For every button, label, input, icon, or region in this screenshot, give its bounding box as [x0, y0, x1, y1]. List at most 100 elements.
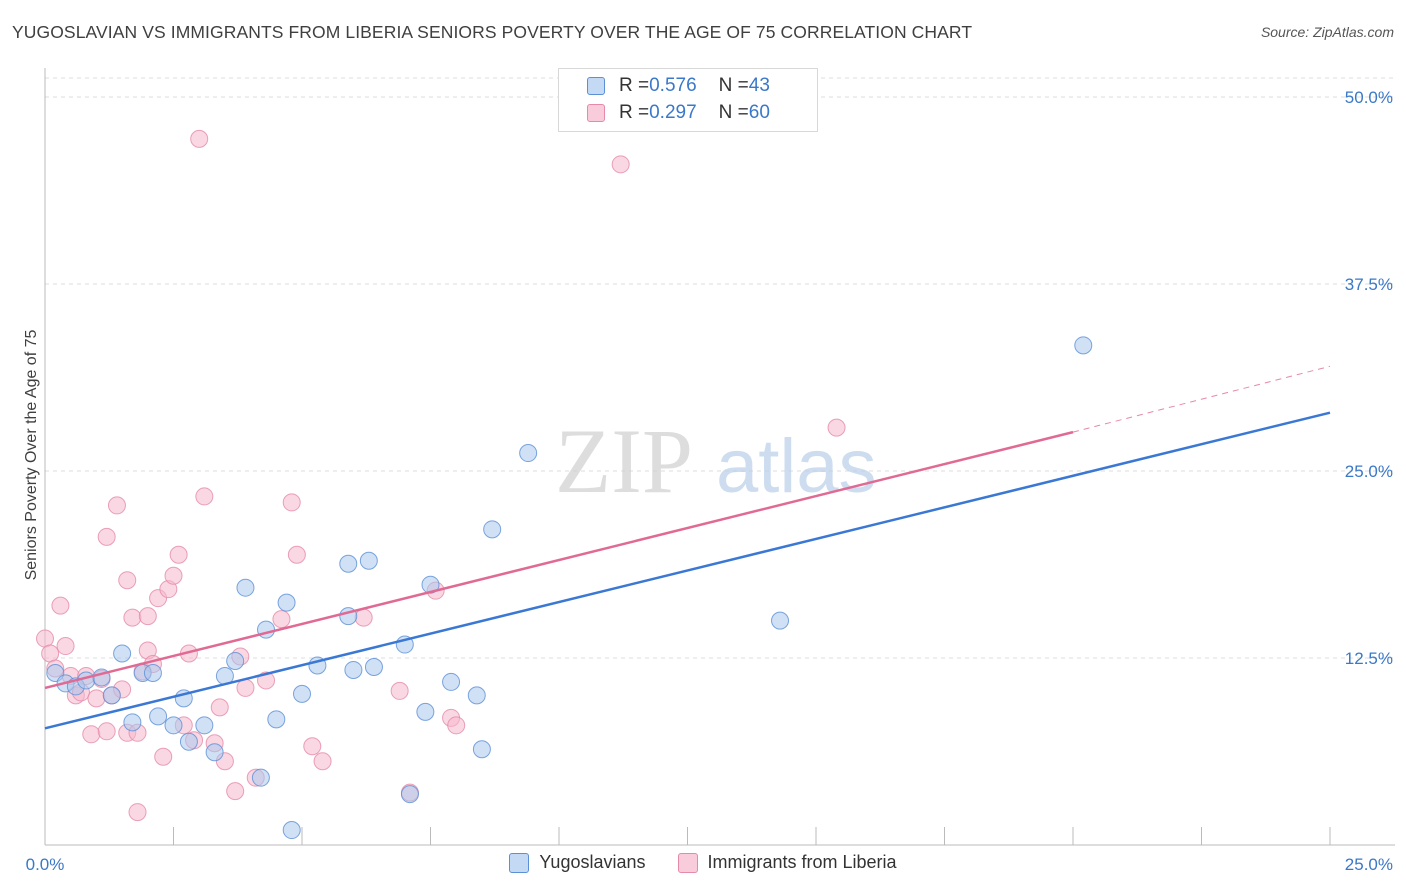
- yugoslavian-point: [483, 520, 502, 539]
- yugoslavian-point: [195, 716, 214, 735]
- liberia-point: [169, 545, 188, 564]
- liberia-point: [138, 607, 157, 626]
- y-tick-label: 37.5%: [1345, 275, 1393, 294]
- yugoslavian-point: [1074, 336, 1093, 355]
- legend-item-liberia: Immigrants from Liberia: [677, 852, 897, 873]
- liberia-trendline-extension: [1072, 365, 1331, 433]
- yugoslavian-point: [339, 554, 358, 573]
- watermark: ZIP atlas: [555, 410, 877, 512]
- liberia-point: [210, 698, 229, 717]
- liberia-point: [123, 608, 142, 627]
- legend-swatch-blue: [587, 77, 605, 95]
- legend-swatch-blue: [509, 852, 530, 873]
- liberia-point: [447, 716, 466, 735]
- liberia-point: [236, 678, 255, 697]
- yugoslavian-point: [149, 707, 168, 726]
- legend-n-label: N =: [718, 102, 749, 123]
- legend-r-value: 0.297: [649, 102, 697, 123]
- yugoslavian-point: [143, 663, 162, 682]
- legend-n-value: 60: [748, 102, 770, 123]
- yugoslavian-trendline: [44, 411, 1331, 730]
- liberia-point: [354, 608, 373, 627]
- liberia-point: [303, 737, 322, 756]
- liberia-point: [154, 747, 173, 766]
- y-tick-label: 12.5%: [1345, 649, 1393, 668]
- yugoslavian-point: [205, 743, 224, 762]
- liberia-point: [827, 418, 846, 437]
- grid-layer: [45, 77, 1395, 659]
- yugoslavian-point: [251, 768, 270, 787]
- yugoslavian-point: [236, 578, 255, 597]
- liberia-point: [97, 722, 116, 741]
- legend-r-label: R =: [619, 75, 650, 96]
- correlation-legend: R = 0.576 N = 43 R = 0.297 N = 60: [558, 68, 818, 132]
- legend-label: Immigrants from Liberia: [707, 852, 897, 872]
- x-tick-label: 25.0%: [1345, 855, 1393, 874]
- yugoslavian-point: [416, 702, 435, 721]
- yugoslavian-point: [771, 611, 790, 630]
- legend-item-yugoslavians: Yugoslavians: [509, 852, 646, 873]
- yugoslavian-point: [179, 732, 198, 751]
- liberia-point: [272, 610, 291, 629]
- yugoslavian-point: [267, 710, 286, 729]
- label-layer: 12.5% 25.0% 37.5% 50.0% 0.0% 25.0%: [26, 88, 1393, 874]
- watermark-atlas: atlas: [716, 424, 877, 509]
- trend-layer: [44, 365, 1331, 730]
- liberia-trendline: [44, 430, 1074, 690]
- liberia-point: [282, 493, 301, 512]
- watermark-zip: ZIP: [555, 410, 693, 512]
- liberia-point: [56, 637, 75, 656]
- legend-label: Yugoslavians: [539, 852, 646, 872]
- series-legend: Yugoslavians Immigrants from Liberia: [0, 852, 1406, 873]
- liberia-point: [36, 629, 54, 648]
- yugoslavian-point: [277, 593, 296, 612]
- y-axis-label: Seniors Poverty Over the Age of 75: [23, 329, 40, 581]
- yugoslavian-point: [364, 657, 383, 676]
- yugoslavian-point: [226, 651, 245, 670]
- yugoslavian-point: [467, 686, 486, 705]
- legend-r-value: 0.576: [649, 75, 697, 96]
- liberia-point: [164, 566, 183, 585]
- liberia-point: [107, 496, 126, 515]
- yugoslavian-point: [400, 785, 419, 804]
- yugoslavian-point: [282, 821, 301, 840]
- liberia-point: [190, 129, 209, 148]
- legend-row-yugoslavians: R = 0.576 N = 43: [587, 74, 770, 98]
- x-tick-label: 0.0%: [26, 855, 65, 874]
- liberia-point: [611, 155, 630, 174]
- chart-title: YUGOSLAVIAN VS IMMIGRANTS FROM LIBERIA S…: [12, 22, 973, 42]
- liberia-point: [51, 596, 70, 615]
- legend-n-label: N =: [718, 75, 749, 96]
- yugoslavian-point: [344, 660, 363, 679]
- liberia-point: [195, 487, 214, 506]
- yugoslavian-point: [293, 684, 311, 703]
- y-tick-label: 25.0%: [1345, 462, 1393, 481]
- liberia-point: [287, 545, 306, 564]
- liberia-point: [313, 752, 332, 771]
- liberia-point: [128, 803, 147, 822]
- yugoslavian-point: [164, 716, 183, 735]
- liberia-point: [118, 571, 137, 590]
- liberia-point: [226, 782, 245, 801]
- liberia-point: [82, 725, 101, 744]
- liberia-point: [390, 681, 409, 700]
- liberia-point: [87, 689, 106, 708]
- yugoslavian-point: [442, 672, 461, 691]
- yugoslavian-point: [113, 644, 132, 663]
- yugoslavian-point: [472, 740, 491, 759]
- yugoslavian-point: [102, 686, 121, 705]
- y-tick-label: 50.0%: [1345, 88, 1393, 107]
- axis-layer: [44, 68, 1395, 846]
- yugoslavian-point: [123, 713, 142, 732]
- points-layer: [36, 129, 1093, 840]
- yugoslavian-point: [359, 551, 378, 570]
- legend-swatch-pink: [677, 852, 698, 873]
- yugoslavian-point: [519, 444, 538, 463]
- source-label: Source: ZipAtlas.com: [1260, 24, 1394, 40]
- liberia-point: [41, 644, 60, 663]
- legend-swatch-pink: [587, 104, 605, 122]
- liberia-point: [97, 527, 116, 546]
- legend-r-label: R =: [619, 102, 650, 123]
- legend-n-value: 43: [748, 75, 770, 96]
